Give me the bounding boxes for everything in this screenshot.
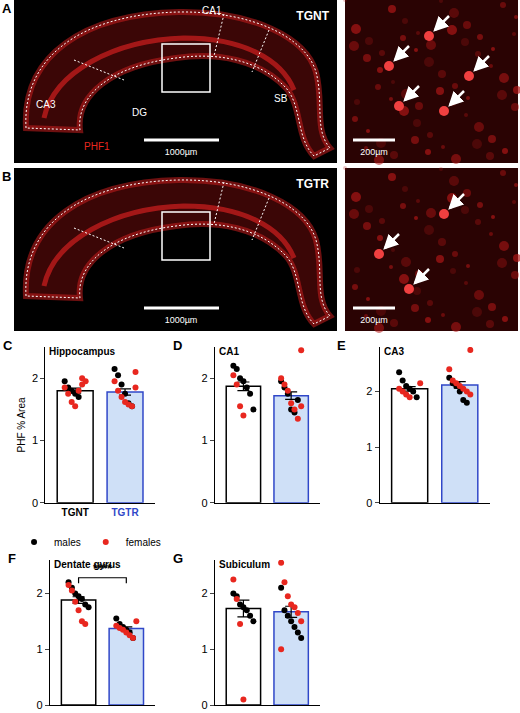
svg-text:1: 1: [37, 643, 43, 655]
svg-text:1: 1: [32, 434, 38, 446]
svg-text:1000µm: 1000µm: [165, 315, 198, 325]
svg-text:CA1: CA1: [202, 5, 222, 16]
svg-text:males: males: [54, 537, 81, 548]
svg-text:200µm: 200µm: [360, 147, 388, 157]
svg-text:females: females: [126, 537, 161, 548]
svg-text:TGNT: TGNT: [62, 507, 89, 518]
svg-text:TGNT: TGNT: [296, 9, 329, 23]
svg-text:TGTR: TGTR: [296, 177, 329, 191]
svg-text:CA1: CA1: [219, 346, 239, 357]
svg-text:0: 0: [32, 497, 38, 509]
svg-text:Hippocampus: Hippocampus: [49, 346, 116, 357]
svg-text:2: 2: [366, 385, 372, 397]
svg-text:B: B: [2, 169, 11, 184]
svg-text:Subiculum: Subiculum: [219, 559, 270, 570]
svg-text:PHF1: PHF1: [84, 141, 110, 152]
svg-text:F: F: [8, 551, 16, 566]
svg-text:****: ****: [93, 562, 112, 576]
svg-text:2: 2: [37, 587, 43, 599]
svg-text:0: 0: [201, 699, 207, 711]
svg-text:DG: DG: [132, 107, 147, 118]
svg-text:D: D: [173, 338, 182, 353]
svg-text:G: G: [173, 551, 183, 566]
svg-text:0: 0: [201, 497, 207, 509]
svg-text:C: C: [3, 338, 13, 353]
svg-text:0: 0: [37, 699, 43, 711]
svg-text:A: A: [2, 1, 12, 16]
svg-text:200µm: 200µm: [360, 315, 388, 325]
svg-text:PHF % Area: PHF % Area: [16, 397, 27, 452]
svg-text:2: 2: [201, 372, 207, 384]
svg-text:CA3: CA3: [36, 99, 56, 110]
svg-text:Dentate gyrus: Dentate gyrus: [54, 559, 121, 570]
svg-text:CA3: CA3: [384, 346, 404, 357]
svg-text:1: 1: [201, 643, 207, 655]
svg-text:SB: SB: [274, 93, 288, 104]
svg-text:2: 2: [32, 372, 38, 384]
svg-text:1000µm: 1000µm: [165, 147, 198, 157]
svg-text:E: E: [337, 338, 346, 353]
svg-text:2: 2: [201, 587, 207, 599]
svg-text:1: 1: [201, 434, 207, 446]
svg-text:0: 0: [366, 497, 372, 509]
svg-text:1: 1: [366, 441, 372, 453]
svg-text:TGTR: TGTR: [111, 507, 139, 518]
